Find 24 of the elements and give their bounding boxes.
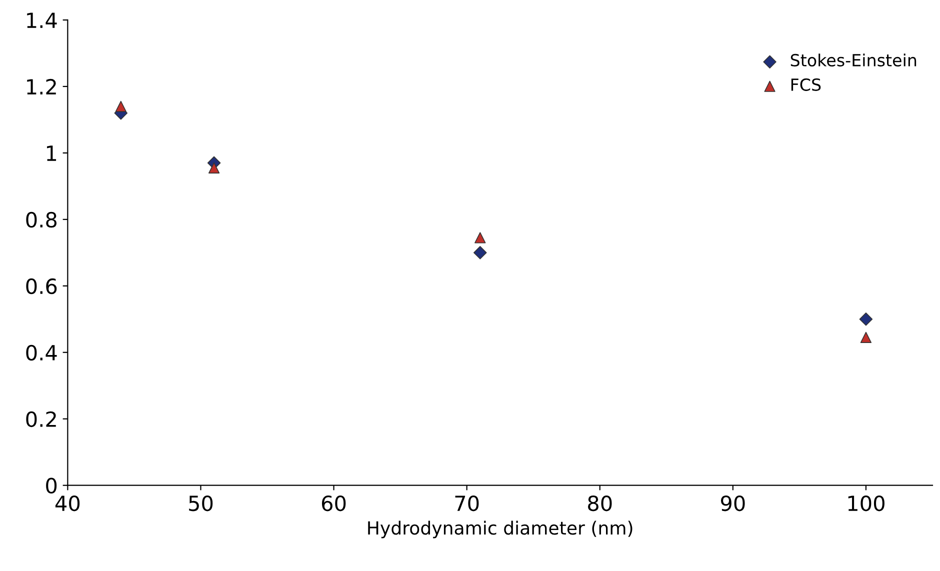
x-tick-label: 90 xyxy=(720,495,745,512)
legend-label: Stokes-Einstein xyxy=(790,54,916,66)
point xyxy=(474,232,486,244)
point xyxy=(115,100,126,112)
y-tick-label: 1.2 xyxy=(27,78,56,94)
y-tick-label: 1 xyxy=(46,146,56,161)
x-tick-label: 80 xyxy=(588,495,612,512)
x-tick-label: 60 xyxy=(322,495,346,512)
x-tick-label: 70 xyxy=(455,495,479,512)
x-tick-label: 50 xyxy=(189,495,213,512)
point xyxy=(859,312,873,326)
y-tick-label: 0.2 xyxy=(26,411,56,428)
y-tick-label: 0.4 xyxy=(26,344,57,361)
x-tick-label: 100 xyxy=(848,495,884,512)
legend-label: FCS xyxy=(791,78,821,91)
point xyxy=(208,162,220,174)
y-tick-label: 0 xyxy=(46,478,57,494)
y-tick-label: 0.6 xyxy=(26,278,57,294)
y-tick-label: 1.4 xyxy=(27,12,57,28)
point xyxy=(860,332,872,343)
x-tick-label: 40 xyxy=(55,495,80,512)
y-tick-label: 0.8 xyxy=(26,212,57,228)
x-axis-title: Hydrodynamic diameter (nm) xyxy=(368,520,632,538)
point xyxy=(473,246,487,260)
